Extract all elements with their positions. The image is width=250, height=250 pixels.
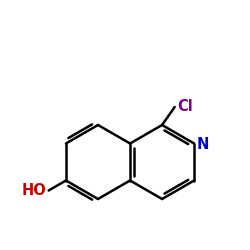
Text: N: N bbox=[196, 137, 208, 152]
Text: HO: HO bbox=[22, 183, 47, 198]
Text: Cl: Cl bbox=[178, 100, 194, 114]
